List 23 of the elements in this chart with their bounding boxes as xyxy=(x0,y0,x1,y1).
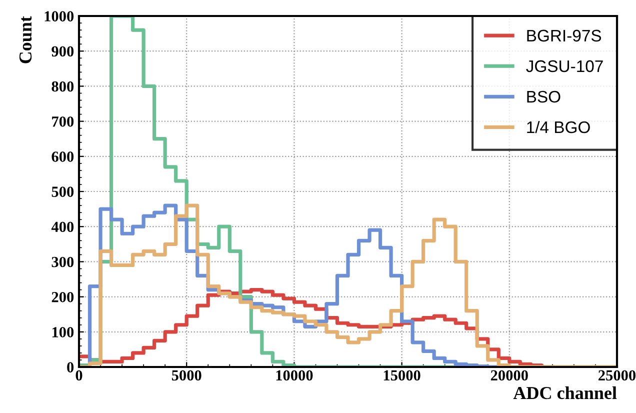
legend-label: BSO xyxy=(527,90,560,103)
y-axis-title: Count xyxy=(19,16,32,64)
x-tick-label: 0 xyxy=(76,370,82,381)
y-tick-label: 900 xyxy=(52,46,74,57)
y-tick-label: 800 xyxy=(52,81,74,92)
x-tick-label: 25000 xyxy=(598,370,636,381)
y-tick-label: 100 xyxy=(52,327,74,338)
y-tick-label: 600 xyxy=(52,152,74,162)
x-tick-label: 5000 xyxy=(172,370,202,381)
y-tick-label: 500 xyxy=(52,186,74,197)
legend-label: BGRI-97S xyxy=(527,30,602,42)
y-tick-label: 0 xyxy=(67,362,74,372)
y-tick-label: 300 xyxy=(52,256,74,268)
y-tick-label: 400 xyxy=(51,222,74,232)
x-axis-title: ADC channel xyxy=(513,386,617,400)
legend-label: 1/4 BGO xyxy=(527,120,590,134)
y-tick-label: 1000 xyxy=(44,11,74,22)
y-tick-label: 700 xyxy=(52,116,74,127)
x-tick-label: 15000 xyxy=(384,370,420,381)
x-tick-label: 20000 xyxy=(490,370,528,381)
y-tick-label: 200 xyxy=(52,292,74,302)
legend-label: JGSU-107 xyxy=(526,60,603,72)
x-tick-label: 10000 xyxy=(276,370,313,381)
